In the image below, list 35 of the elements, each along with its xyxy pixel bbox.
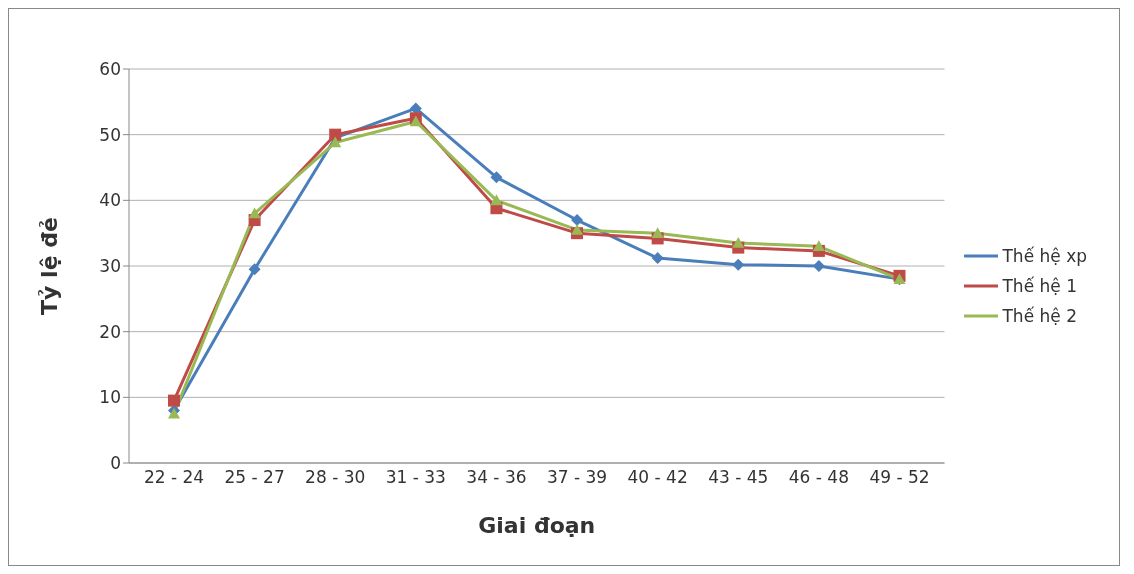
y-tick-label: 0 bbox=[110, 453, 121, 474]
point bbox=[651, 252, 664, 265]
point bbox=[812, 240, 825, 252]
x-tick-label: 46 - 48 bbox=[788, 467, 849, 488]
x-tick-label: 28 - 30 bbox=[305, 467, 366, 488]
point bbox=[248, 207, 261, 219]
x-tick-label: 37 - 39 bbox=[546, 467, 608, 488]
point bbox=[168, 394, 180, 407]
y-tick-label: 30 bbox=[99, 256, 121, 277]
x-tick-label: 49 - 52 bbox=[869, 467, 930, 488]
point bbox=[248, 263, 261, 276]
y-axis-title: Tỷ lệ đẻ bbox=[36, 217, 62, 315]
x-tick-label: 22 - 24 bbox=[143, 467, 205, 488]
point bbox=[732, 258, 745, 271]
y-tick-label: 40 bbox=[99, 190, 121, 211]
point bbox=[490, 171, 503, 184]
y-tick-label: 20 bbox=[99, 321, 121, 342]
point bbox=[329, 136, 342, 148]
x-axis-title: Giai đoạn bbox=[478, 513, 596, 538]
y-tick-label: 60 bbox=[99, 59, 121, 80]
x-tick-label: 34 - 36 bbox=[466, 467, 527, 488]
x-tick-label: 40 - 42 bbox=[627, 467, 688, 488]
y-tick-label: 10 bbox=[99, 387, 121, 408]
x-tick-label: 43 - 45 bbox=[708, 467, 769, 488]
y-tick-label: 50 bbox=[99, 124, 121, 145]
point bbox=[490, 194, 503, 206]
x-tick-label: 25 - 27 bbox=[224, 467, 285, 488]
legend-label: Thế hệ 1 bbox=[1002, 275, 1077, 298]
legend-label: Thế hệ 2 bbox=[1002, 305, 1077, 328]
x-tick-label: 31 - 33 bbox=[385, 467, 446, 488]
point bbox=[732, 237, 745, 248]
point bbox=[651, 227, 664, 238]
point bbox=[571, 223, 584, 235]
legend-label: Thế hệ xp bbox=[1002, 245, 1087, 268]
point bbox=[571, 214, 584, 227]
